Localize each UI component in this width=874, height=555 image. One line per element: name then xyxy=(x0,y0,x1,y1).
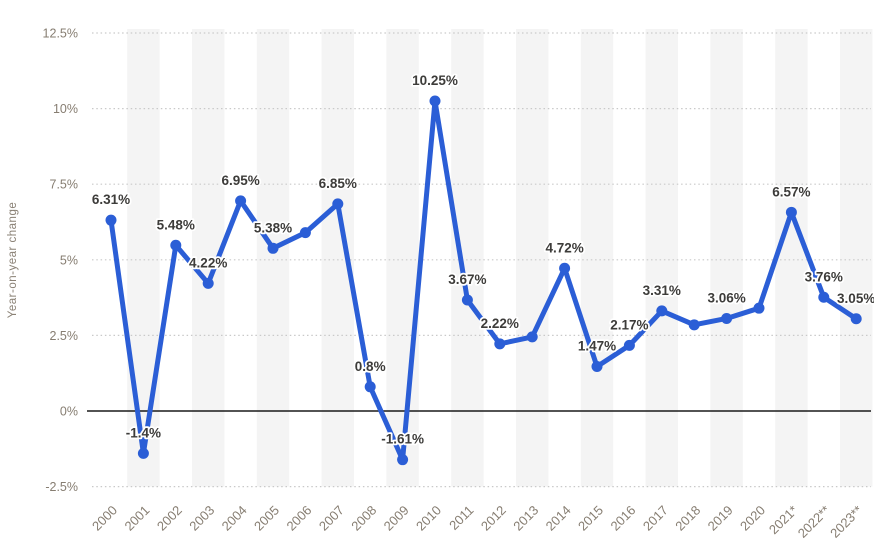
y-tick-label: -2.5% xyxy=(45,480,78,494)
column-stripe xyxy=(386,29,419,487)
x-tick-label[interactable]: 2009 xyxy=(381,503,412,534)
x-tick-label[interactable]: 2023** xyxy=(827,503,865,541)
y-tick-label: 10% xyxy=(53,102,78,116)
data-point[interactable] xyxy=(785,206,797,218)
data-point-label: 3.31% xyxy=(643,283,681,298)
data-point[interactable] xyxy=(591,361,603,373)
data-point[interactable] xyxy=(267,242,279,254)
data-point-label: 6.57% xyxy=(772,184,810,199)
column-stripe xyxy=(127,29,160,487)
column-stripe xyxy=(840,29,873,487)
y-axis-title: Year-on-year change xyxy=(7,201,19,319)
x-tick-label[interactable]: 2010 xyxy=(413,503,444,534)
y-tick-label: 12.5% xyxy=(43,27,78,41)
x-tick-label[interactable]: 2020 xyxy=(737,503,768,534)
column-stripe xyxy=(256,29,290,487)
column-stripe xyxy=(580,29,614,487)
data-point[interactable] xyxy=(429,95,441,107)
data-point-label: -1.4% xyxy=(126,425,161,440)
data-point-label: 1.47% xyxy=(578,339,616,354)
x-tick-label[interactable]: 2019 xyxy=(705,503,736,534)
y-tick-label: 5% xyxy=(60,253,78,267)
data-point[interactable] xyxy=(299,227,311,239)
data-point-label: 3.06% xyxy=(707,290,745,305)
data-point[interactable] xyxy=(721,312,733,324)
data-point[interactable] xyxy=(137,447,149,459)
data-point[interactable] xyxy=(526,331,538,343)
data-point-label: 6.95% xyxy=(221,173,259,188)
data-point-label: 0.8% xyxy=(355,359,386,374)
x-tick-label[interactable]: 2006 xyxy=(283,503,314,534)
data-point[interactable] xyxy=(818,291,830,303)
x-tick-label[interactable]: 2002 xyxy=(154,503,185,534)
data-point[interactable] xyxy=(753,302,765,314)
data-point-label: 3.05% xyxy=(837,291,874,306)
column-stripe xyxy=(516,29,549,487)
data-point-label: 10.25% xyxy=(412,73,458,88)
x-tick-label[interactable]: 2008 xyxy=(348,503,379,534)
data-point-label: 6.31% xyxy=(92,192,130,207)
column-stripe xyxy=(775,29,808,487)
data-line xyxy=(108,98,859,463)
x-tick-label[interactable]: 2011 xyxy=(446,503,476,533)
data-point[interactable] xyxy=(559,262,571,274)
data-point-label: 6.85% xyxy=(319,176,357,191)
data-point[interactable] xyxy=(850,313,862,325)
y-tick-label: 7.5% xyxy=(50,178,79,192)
y-tick-label: 0% xyxy=(60,405,78,419)
data-point[interactable] xyxy=(170,239,182,251)
data-point[interactable] xyxy=(656,305,668,317)
x-tick-label[interactable]: 2005 xyxy=(251,503,282,534)
data-point[interactable] xyxy=(332,198,344,210)
data-point[interactable] xyxy=(623,339,635,351)
x-tick-label[interactable]: 2001 xyxy=(121,503,152,534)
data-point-label: 5.38% xyxy=(254,220,292,235)
data-point[interactable] xyxy=(397,454,409,466)
data-point-label: -1.61% xyxy=(381,432,424,447)
data-point[interactable] xyxy=(364,381,376,393)
data-point-label: 4.72% xyxy=(545,240,583,255)
data-point[interactable] xyxy=(688,319,700,331)
column-stripe xyxy=(710,29,743,487)
data-point-label: 2.17% xyxy=(610,317,648,332)
column-stripe xyxy=(451,29,484,487)
x-tick-label[interactable]: 2018 xyxy=(672,503,703,534)
data-point-label: 3.76% xyxy=(805,269,843,284)
x-tick-label[interactable]: 2014 xyxy=(543,503,574,534)
data-point-label: 5.48% xyxy=(157,217,195,232)
x-tick-label[interactable]: 2004 xyxy=(219,503,250,534)
x-tick-label[interactable]: 2000 xyxy=(89,503,120,534)
data-point[interactable] xyxy=(235,195,247,207)
data-point-label: 2.22% xyxy=(481,316,519,331)
x-tick-label[interactable]: 2007 xyxy=(316,503,347,534)
data-point[interactable] xyxy=(461,294,473,306)
x-tick-label[interactable]: 2016 xyxy=(607,503,638,534)
data-point[interactable] xyxy=(494,338,506,350)
x-tick-label[interactable]: 2017 xyxy=(640,503,671,534)
x-tick-label[interactable]: 2015 xyxy=(575,503,606,534)
data-point[interactable] xyxy=(105,214,117,226)
data-point-label: 3.67% xyxy=(448,272,486,287)
x-tick-label[interactable]: 2003 xyxy=(186,503,217,534)
x-tick-label[interactable]: 2022** xyxy=(795,503,833,541)
x-tick-label[interactable]: 2012 xyxy=(478,503,509,534)
data-point[interactable] xyxy=(202,277,214,289)
y-tick-label: 2.5% xyxy=(50,329,79,343)
data-point-label: 4.22% xyxy=(189,255,227,270)
x-tick-label[interactable]: 2013 xyxy=(510,503,541,534)
column-stripe xyxy=(645,29,678,487)
